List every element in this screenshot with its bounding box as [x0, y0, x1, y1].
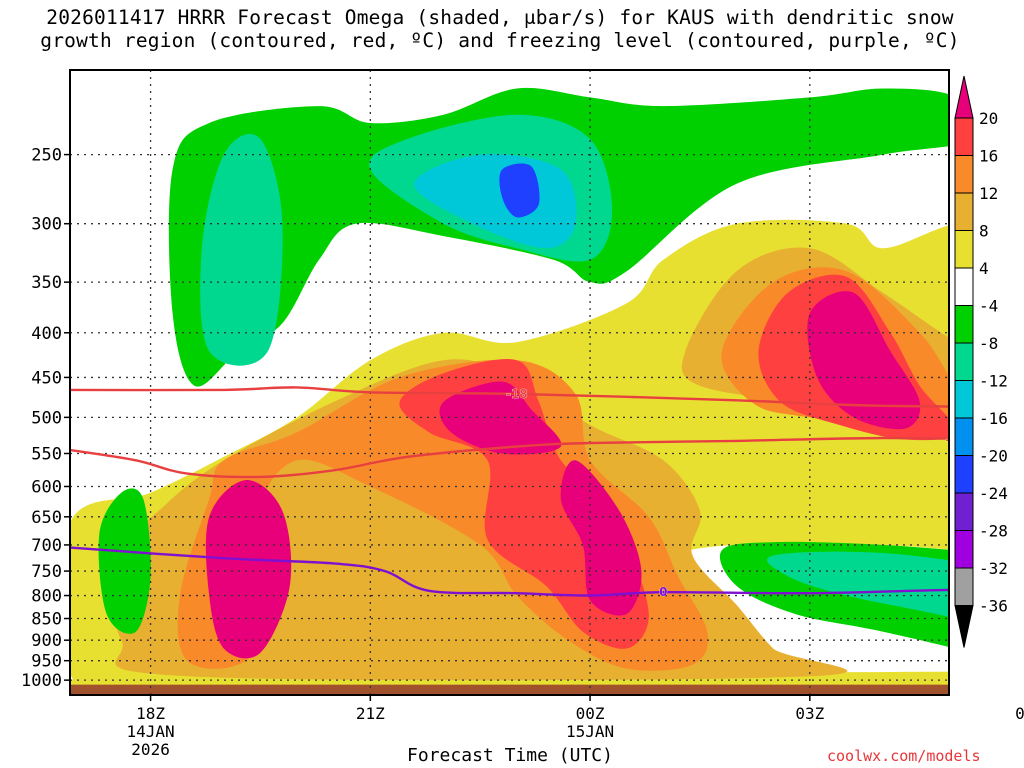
colorbar-label-0: 20 [979, 109, 998, 128]
colorbar-swatch-12 [954, 530, 974, 569]
contour-line-1 [70, 386, 949, 408]
y-tick-label-500: 500 [31, 408, 62, 428]
colorbar-swatch-3 [954, 192, 974, 231]
colorbar-swatch-10 [954, 455, 974, 494]
omega-region-12 [807, 291, 921, 430]
omega-region-13 [205, 480, 292, 659]
x-tick-year-18Z: 2026 [131, 740, 170, 759]
y-tick-label-950: 950 [31, 652, 62, 672]
plot-frame [69, 69, 950, 696]
ground-surface [70, 684, 949, 695]
contour-label-2: -12 [945, 432, 967, 446]
contour-line-2 [70, 436, 949, 479]
colorbar-swatch-6 [954, 305, 974, 344]
contour-label-1: -18 [506, 387, 528, 401]
y-tick-label-300: 300 [31, 215, 62, 235]
colorbar-label-13: -36 [979, 597, 1008, 616]
colorbar-label-5: -4 [979, 297, 998, 316]
colorbar-label-2: 12 [979, 184, 998, 203]
colorbar-swatch-9 [954, 417, 974, 456]
x-tick-label-18Z: 18Z [136, 704, 165, 723]
colorbar-label-9: -20 [979, 447, 1008, 466]
chart-title-line1: 2026011417 HRRR Forecast Omega (shaded, … [46, 6, 954, 29]
colorbar-label-4: 4 [979, 259, 989, 278]
colorbar-top-arrow [954, 75, 974, 119]
x-tick-label-03Z: 03Z [795, 704, 824, 723]
contour-line-3 [70, 546, 949, 597]
chart-title-line2: growth region (contoured, red, ºC) and f… [40, 29, 960, 52]
contour-label-3: 0 [659, 585, 667, 599]
y-tick-label-900: 900 [31, 631, 62, 651]
y-tick-label-450: 450 [31, 368, 62, 388]
x-tick-label-21Z: 21Z [356, 704, 385, 723]
y-tick-label-600: 600 [31, 477, 62, 497]
omega-region-10 [439, 381, 562, 455]
y-tick-label-350: 350 [31, 273, 62, 293]
y-tick-label-550: 550 [31, 444, 62, 464]
x-tick-date-00Z: 15JAN [566, 722, 614, 741]
colorbar-swatch-5 [954, 267, 974, 306]
colorbar-label-1: 16 [979, 147, 998, 166]
x-axis-title: Forecast Time (UTC) [407, 745, 613, 766]
y-tick-label-1000: 1000 [21, 671, 62, 691]
colorbar-swatch-4 [954, 230, 974, 269]
colorbar-swatch-8 [954, 380, 974, 419]
x-tick-label-06Z: 06Z [1015, 704, 1024, 723]
omega-region-17 [200, 133, 283, 366]
x-tick-date-18Z: 14JAN [126, 722, 174, 741]
colorbar-swatch-13 [954, 567, 974, 606]
y-tick-label-750: 750 [31, 562, 62, 582]
colorbar-swatch-7 [954, 342, 974, 381]
omega-region-22 [499, 163, 540, 218]
omega-region-11 [560, 460, 642, 616]
colorbar-label-6: -8 [979, 334, 998, 353]
colorbar-label-8: -16 [979, 409, 1008, 428]
y-tick-label-700: 700 [31, 536, 62, 556]
credit-link[interactable]: coolwx.com/models [827, 747, 981, 765]
colorbar-swatch-2 [954, 155, 974, 194]
y-tick-label-800: 800 [31, 587, 62, 607]
colorbar-label-10: -24 [979, 484, 1008, 503]
colorbar-label-11: -28 [979, 522, 1008, 541]
y-tick-label-850: 850 [31, 610, 62, 630]
chart-title: 2026011417 HRRR Forecast Omega (shaded, … [0, 6, 1000, 52]
colorbar-swatch-11 [954, 492, 974, 531]
x-tick-label-00Z: 00Z [576, 704, 605, 723]
colorbar-label-3: 8 [979, 222, 989, 241]
omega-region-16 [98, 488, 151, 634]
colorbar-label-12: -32 [979, 559, 1008, 578]
y-tick-label-250: 250 [31, 146, 62, 166]
colorbar-bottom-arrow [954, 605, 974, 648]
colorbar-label-7: -12 [979, 372, 1008, 391]
y-tick-label-650: 650 [31, 508, 62, 528]
colorbar-swatch-1 [954, 117, 974, 156]
omega-region-19 [767, 551, 949, 617]
y-tick-label-400: 400 [31, 324, 62, 344]
